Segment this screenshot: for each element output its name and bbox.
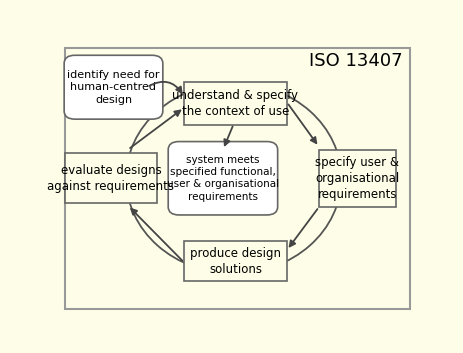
FancyBboxPatch shape (65, 153, 157, 203)
Text: evaluate designs
against requirements: evaluate designs against requirements (48, 164, 175, 193)
FancyBboxPatch shape (64, 55, 163, 119)
Text: system meets
specified functional,
user & organisational
requirements: system meets specified functional, user … (167, 155, 279, 202)
FancyBboxPatch shape (65, 48, 409, 309)
FancyBboxPatch shape (184, 241, 287, 281)
Text: produce design
solutions: produce design solutions (190, 247, 281, 276)
Text: understand & specify
the context of use: understand & specify the context of use (173, 89, 299, 118)
FancyBboxPatch shape (319, 150, 396, 207)
Text: identify need for
human-centred
design: identify need for human-centred design (67, 70, 160, 104)
Text: specify user &
organisational
requirements: specify user & organisational requiremen… (315, 156, 400, 201)
FancyBboxPatch shape (168, 142, 278, 215)
FancyBboxPatch shape (184, 83, 287, 125)
Text: ISO 13407: ISO 13407 (309, 52, 402, 70)
